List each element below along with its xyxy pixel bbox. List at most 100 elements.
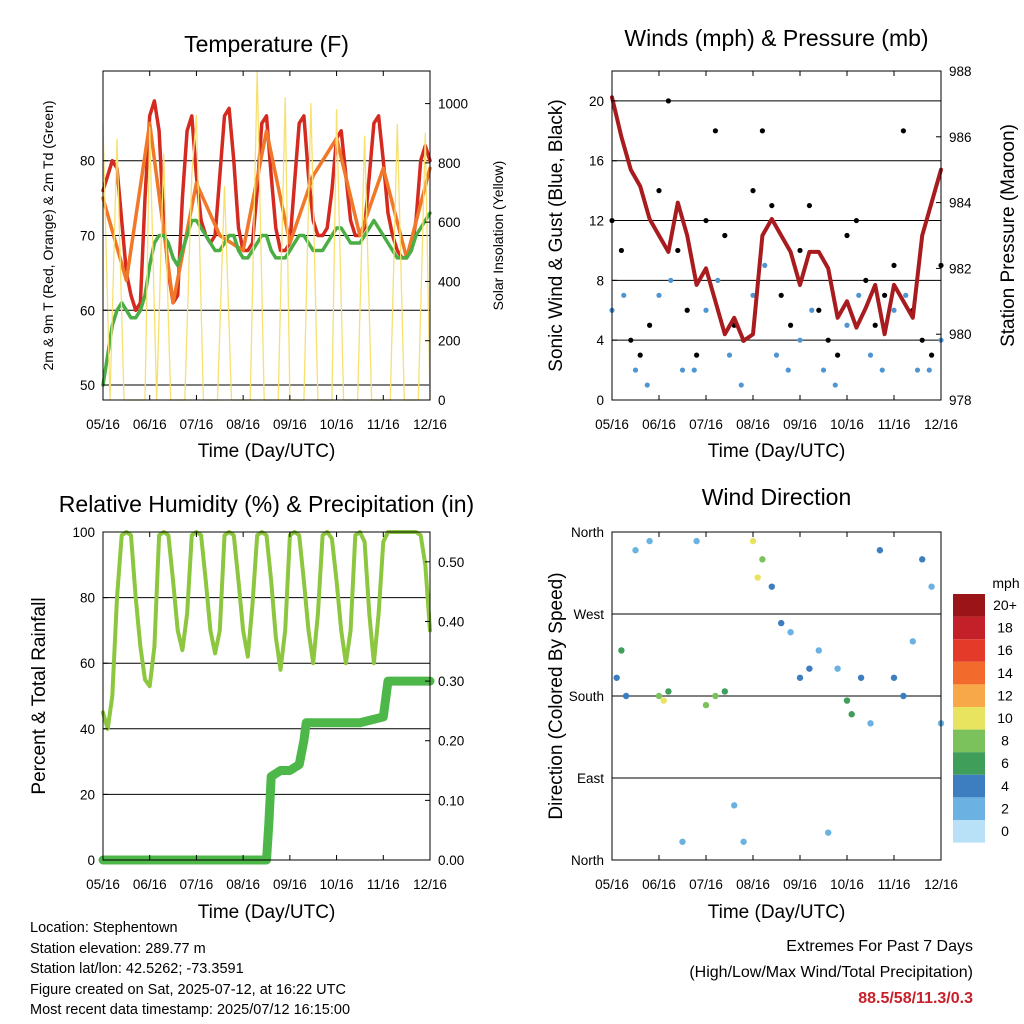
wind-direction-point xyxy=(731,802,738,809)
series-2-point xyxy=(647,322,653,328)
x-tick-label: 12/16 xyxy=(924,877,958,892)
legend-label: 20+ xyxy=(993,597,1017,613)
y-right-tick-label: 0.30 xyxy=(438,674,464,689)
series-2-point xyxy=(863,277,869,283)
x-tick-label: 08/16 xyxy=(226,877,260,892)
y-tick-label: 0 xyxy=(87,853,95,868)
legend-swatch xyxy=(953,661,985,685)
legend-swatch xyxy=(953,707,985,730)
wind-direction-point xyxy=(900,692,907,700)
y-axis-label: Sonic Wind & Gust (Blue, Black) xyxy=(546,99,567,371)
x-tick-label: 07/16 xyxy=(180,417,214,432)
series-1-point xyxy=(891,307,897,313)
x-tick-label: 12/16 xyxy=(413,877,447,892)
wind-direction-point xyxy=(740,838,747,845)
series-1-point xyxy=(668,277,674,283)
x-tick-label: 05/16 xyxy=(595,417,629,432)
wind-direction-point xyxy=(613,674,620,681)
wind-direction-point xyxy=(919,556,926,563)
x-tick-label: 08/16 xyxy=(226,417,260,432)
series-1-point xyxy=(656,292,662,298)
series-2-point xyxy=(665,98,672,104)
y-tick-label: North xyxy=(571,525,604,540)
legend-label: 4 xyxy=(1001,778,1009,794)
legend-swatch xyxy=(953,774,985,798)
extremes-subtitle: (High/Low/Max Wind/Total Precipitation) xyxy=(689,964,973,981)
x-tick-label: 05/16 xyxy=(595,877,629,892)
extremes-value: 88.5/58/11.3/0.3 xyxy=(858,990,973,1007)
series-1-point xyxy=(644,382,650,388)
wind-direction-point xyxy=(679,838,686,845)
y-right-tick-label: 600 xyxy=(438,215,461,230)
x-tick-label: 10/16 xyxy=(830,417,864,432)
legend-label: 16 xyxy=(997,642,1013,658)
series-2-point xyxy=(637,352,643,358)
series-2-point xyxy=(929,352,935,358)
series-1-point xyxy=(773,352,780,358)
y-axis-label: Percent & Total Rainfall xyxy=(29,597,50,794)
series-2-point xyxy=(675,247,681,254)
x-tick-label: 05/16 xyxy=(86,417,120,432)
y-right-tick-label: 982 xyxy=(949,261,972,276)
series-2-point xyxy=(872,322,878,328)
x-tick-label: 10/16 xyxy=(830,877,864,892)
legend-swatch xyxy=(953,639,985,662)
series-2-point xyxy=(844,232,850,239)
wind-direction-point xyxy=(693,537,700,545)
series-2-point xyxy=(806,202,813,209)
series-2-point xyxy=(684,307,690,313)
wind-direction-point xyxy=(632,547,639,554)
y-tick-label: 20 xyxy=(80,787,95,802)
series-2-point xyxy=(703,217,709,224)
series-2-point xyxy=(919,337,925,343)
wind-direction-point xyxy=(759,556,766,563)
series-1-point xyxy=(691,367,697,373)
legend-label: 14 xyxy=(997,665,1013,681)
x-axis-label: Time (Day/UTC) xyxy=(708,902,846,923)
y-tick-label: 12 xyxy=(589,214,604,229)
wind-direction-point xyxy=(660,697,667,704)
series-1-point xyxy=(820,367,827,373)
series-1-point xyxy=(738,382,744,388)
x-tick-label: 10/16 xyxy=(320,417,354,432)
wind-direction-point xyxy=(890,674,898,681)
legend-label: 8 xyxy=(1001,733,1009,749)
x-tick-label: 09/16 xyxy=(273,877,307,892)
location-text: Location: Stephentown xyxy=(30,920,178,936)
series-2-point xyxy=(750,188,756,194)
extremes-box: Extremes For Past 7 Days (High/Low/Max W… xyxy=(689,934,973,1012)
legend-label: 6 xyxy=(1001,755,1009,771)
recent-text: Most recent data timestamp: 2025/07/12 1… xyxy=(30,1002,351,1018)
wind-direction-point xyxy=(646,537,653,545)
x-tick-label: 06/16 xyxy=(133,417,167,432)
series-2-point xyxy=(656,188,662,194)
series-1-point xyxy=(621,292,627,298)
series-2-point xyxy=(825,337,831,343)
series-2-point xyxy=(778,292,784,298)
x-tick-label: 06/16 xyxy=(133,877,167,892)
y-right-tick-label: 0 xyxy=(438,393,446,408)
y-right-tick-label: 984 xyxy=(949,196,972,211)
x-tick-label: 08/16 xyxy=(736,417,770,432)
y-tick-label: 8 xyxy=(596,273,604,288)
series-2-point xyxy=(712,128,719,134)
x-tick-label: 11/16 xyxy=(367,877,400,892)
y-tick-label: 60 xyxy=(80,656,95,671)
wind-direction-point xyxy=(754,574,761,581)
wind-direction-point xyxy=(796,674,804,681)
wind-direction-point xyxy=(867,720,874,727)
x-tick-label: 09/16 xyxy=(783,877,817,892)
series-2-point xyxy=(816,307,822,313)
y-tick-label: West xyxy=(573,607,604,622)
legend-label: 12 xyxy=(997,687,1013,703)
y-right-axis-label: Station Pressure (Maroon) xyxy=(998,124,1019,347)
wind-direction-point xyxy=(806,665,813,672)
y-tick-label: 4 xyxy=(596,333,604,348)
series-3-line xyxy=(610,95,943,343)
wind-direction-point xyxy=(834,665,841,672)
legend-swatch xyxy=(953,820,985,843)
y-right-axis-label: Solar Insolation (Yellow) xyxy=(490,161,506,311)
panel-3 xyxy=(98,530,435,865)
wind-direction-point xyxy=(622,692,630,700)
series-1-point xyxy=(726,352,733,358)
